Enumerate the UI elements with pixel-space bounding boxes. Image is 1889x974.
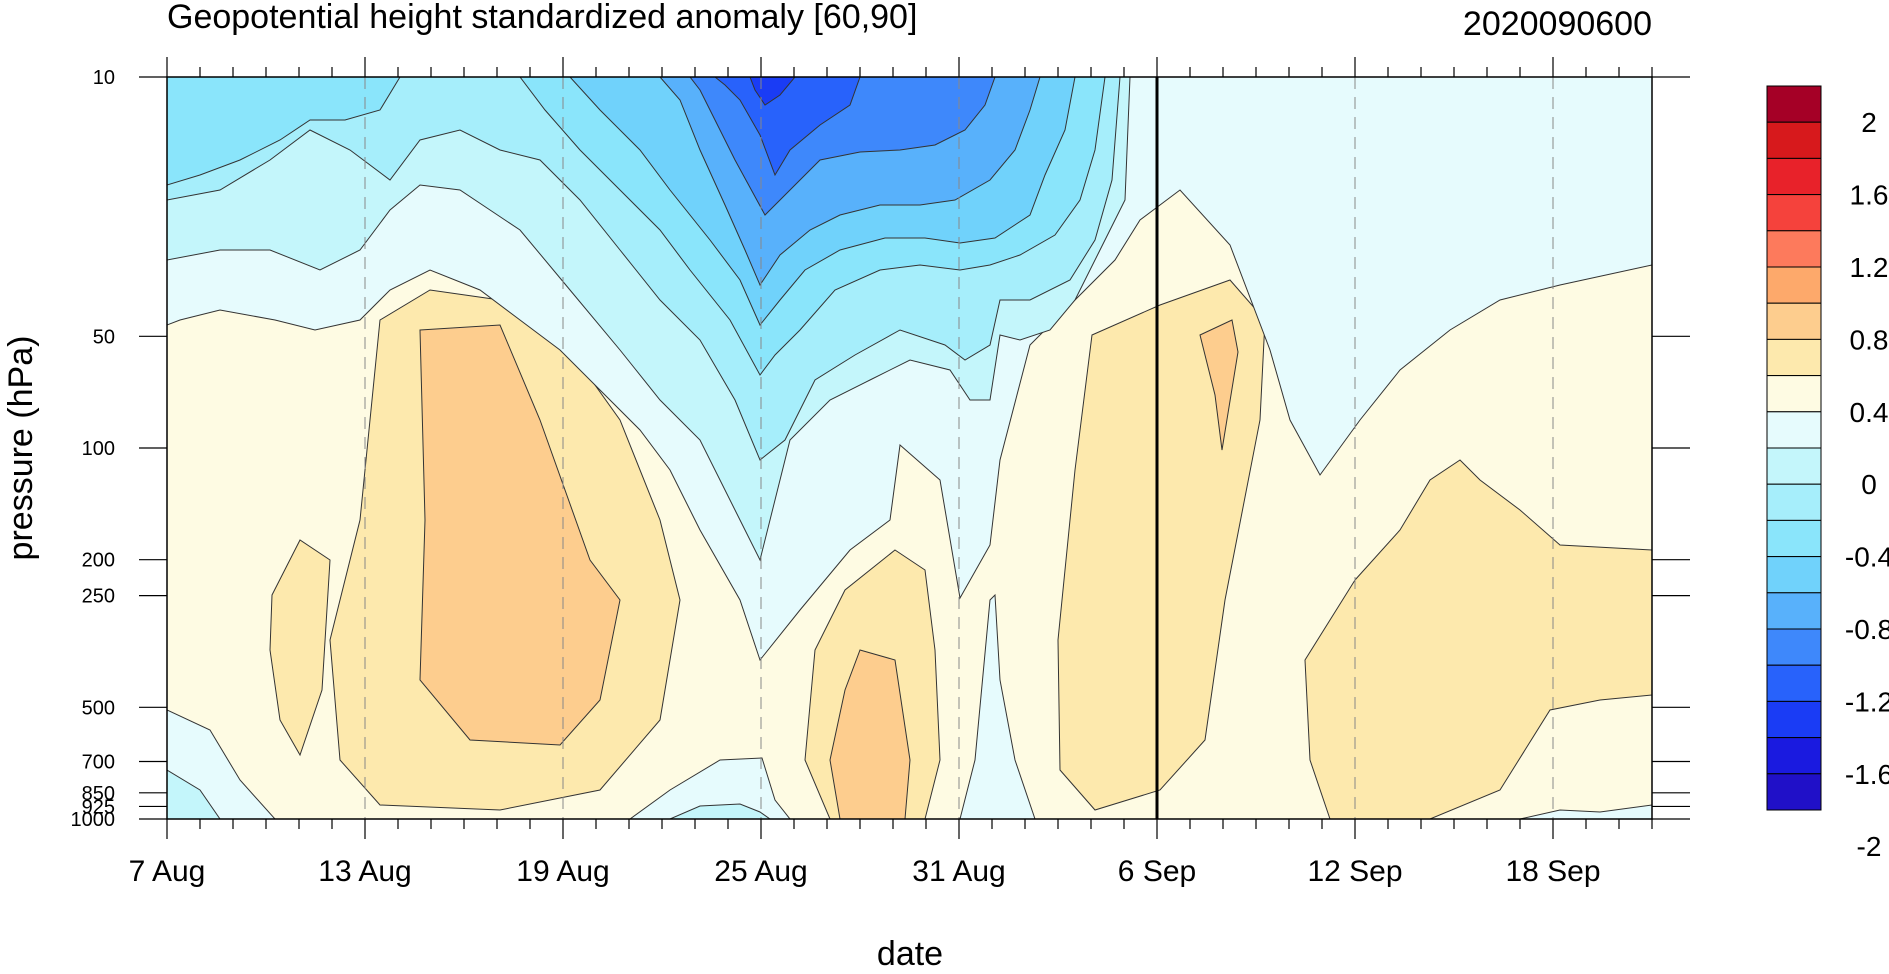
cold-tongue — [959, 593, 1036, 819]
date-stamp: 2020090600 — [1463, 5, 1652, 43]
warm-lobe-3-inner — [1199, 319, 1239, 451]
colorbar-swatch — [1766, 628, 1822, 666]
x-axis-label: date — [877, 935, 943, 969]
colorbar-swatch — [1766, 592, 1822, 630]
colorbar: 2 1.6 1.2 0.8 0.4 0 -0.4 -0.8 -1.2 -1.6 -2 — [1766, 85, 1889, 862]
y-tick-label: 50 — [93, 326, 115, 348]
colorbar-swatch — [1766, 556, 1822, 594]
colorbar-swatch — [1766, 157, 1822, 196]
colorbar-swatch — [1766, 447, 1822, 485]
chart-title: Geopotential height standardized anomaly… — [167, 0, 917, 36]
x-tick-label: 25 Aug — [714, 855, 807, 888]
cold-pocket-mid-2 — [669, 803, 771, 819]
warm-lobe-1-inner — [419, 324, 621, 746]
colorbar-label: 2 — [1861, 107, 1877, 138]
colorbar-label: 1.2 — [1850, 252, 1889, 283]
y-tick-label: 250 — [82, 586, 115, 608]
colorbar-label: 0.8 — [1850, 324, 1889, 355]
x-tick-label: 19 Aug — [516, 855, 609, 888]
colorbar-label: 0.4 — [1850, 397, 1889, 428]
x-tick-label: 7 Aug — [129, 855, 206, 888]
y-axis-label: pressure (hPa) — [2, 336, 40, 561]
cold-pocket-west-2 — [167, 769, 221, 819]
colorbar-swatch — [1766, 664, 1822, 702]
warm-lobe-2-inner — [829, 649, 911, 819]
colorbar-label: 1.6 — [1850, 180, 1889, 211]
colorbar-swatch — [1766, 519, 1822, 558]
colorbar-label: -1.6 — [1845, 759, 1889, 790]
y-tick-label: 500 — [82, 697, 115, 719]
x-axis: 7 Aug 13 Aug 19 Aug 25 Aug 31 Aug 6 Sep 12 Sep… — [129, 57, 1653, 888]
colorbar-label: 0 — [1861, 469, 1877, 500]
contour-field — [167, 77, 1652, 819]
cold-pocket-mid — [629, 757, 791, 819]
colorbar-swatch — [1766, 85, 1822, 123]
colorbar-swatch — [1766, 230, 1822, 268]
y-tick-label: 700 — [82, 752, 115, 774]
colorbar-swatch — [1766, 375, 1822, 413]
colorbar-swatch — [1766, 194, 1822, 232]
colorbar-swatch — [1766, 266, 1822, 304]
y-tick-label: 925 — [82, 796, 115, 818]
y-tick-label: 100 — [82, 438, 115, 460]
y-tick-label: 10 — [93, 67, 115, 89]
cold-pocket-east — [1519, 804, 1652, 819]
warm-lobe-1-west — [269, 539, 331, 757]
cold-band-8 — [714, 77, 861, 177]
colorbar-label: -0.8 — [1845, 614, 1889, 645]
colorbar-swatch — [1766, 483, 1822, 521]
colorbar-swatch — [1766, 121, 1822, 159]
colorbar-label: -1.2 — [1845, 686, 1889, 717]
colorbar-swatch — [1766, 737, 1822, 775]
y-tick-label: 1000 — [71, 809, 116, 831]
colorbar-label: -2 — [1857, 831, 1882, 862]
x-tick-label: 13 Aug — [318, 855, 411, 888]
y-tick-label: 200 — [82, 550, 115, 572]
x-tick-label: 6 Sep — [1118, 855, 1196, 888]
x-tick-label: 12 Sep — [1307, 855, 1402, 888]
colorbar-swatch — [1766, 700, 1822, 739]
y-tick-label: 850 — [82, 783, 115, 805]
x-tick-label: 31 Aug — [912, 855, 1005, 888]
colorbar-swatch — [1766, 338, 1822, 377]
x-tick-label: 18 Sep — [1505, 855, 1600, 888]
warm-lobe-3-outer — [1057, 279, 1266, 811]
colorbar-swatch — [1766, 773, 1822, 811]
colorbar-swatch — [1766, 411, 1822, 449]
warm-lobe-4-outer — [1304, 459, 1652, 819]
colorbar-swatch — [1766, 302, 1822, 340]
colorbar-label: -0.4 — [1845, 542, 1889, 573]
